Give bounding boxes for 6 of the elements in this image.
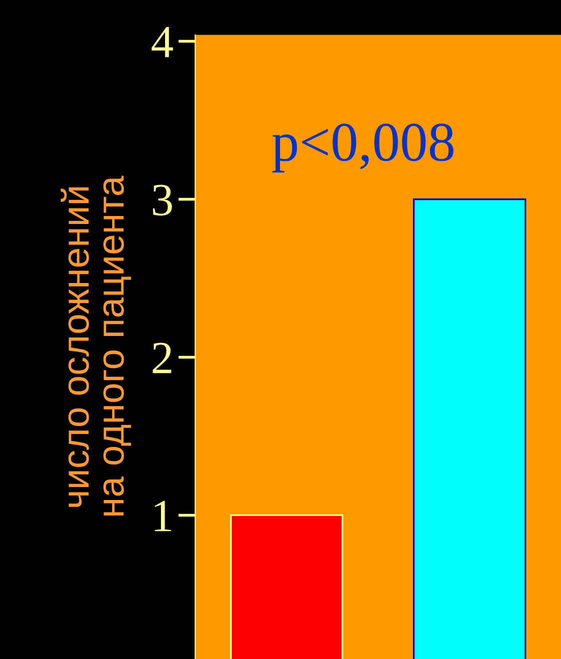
y-tick-label: 3 bbox=[152, 184, 172, 216]
y-tick-label: 4 bbox=[152, 26, 173, 58]
y-tick-label: 1 bbox=[154, 500, 171, 532]
annotation: p<0,008 bbox=[272, 124, 454, 172]
y-axis-title: число осложнений на одного пациента bbox=[60, 176, 132, 516]
y-tick-label: 2 bbox=[152, 342, 172, 374]
